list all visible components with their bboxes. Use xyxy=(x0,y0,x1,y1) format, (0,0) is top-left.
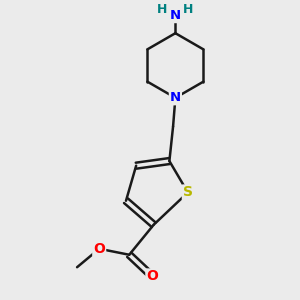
Text: H: H xyxy=(157,3,168,16)
Text: N: N xyxy=(170,91,181,104)
Text: S: S xyxy=(183,185,193,200)
Text: H: H xyxy=(183,3,194,16)
Text: N: N xyxy=(170,9,181,22)
Text: O: O xyxy=(146,269,158,284)
Text: O: O xyxy=(93,242,105,256)
